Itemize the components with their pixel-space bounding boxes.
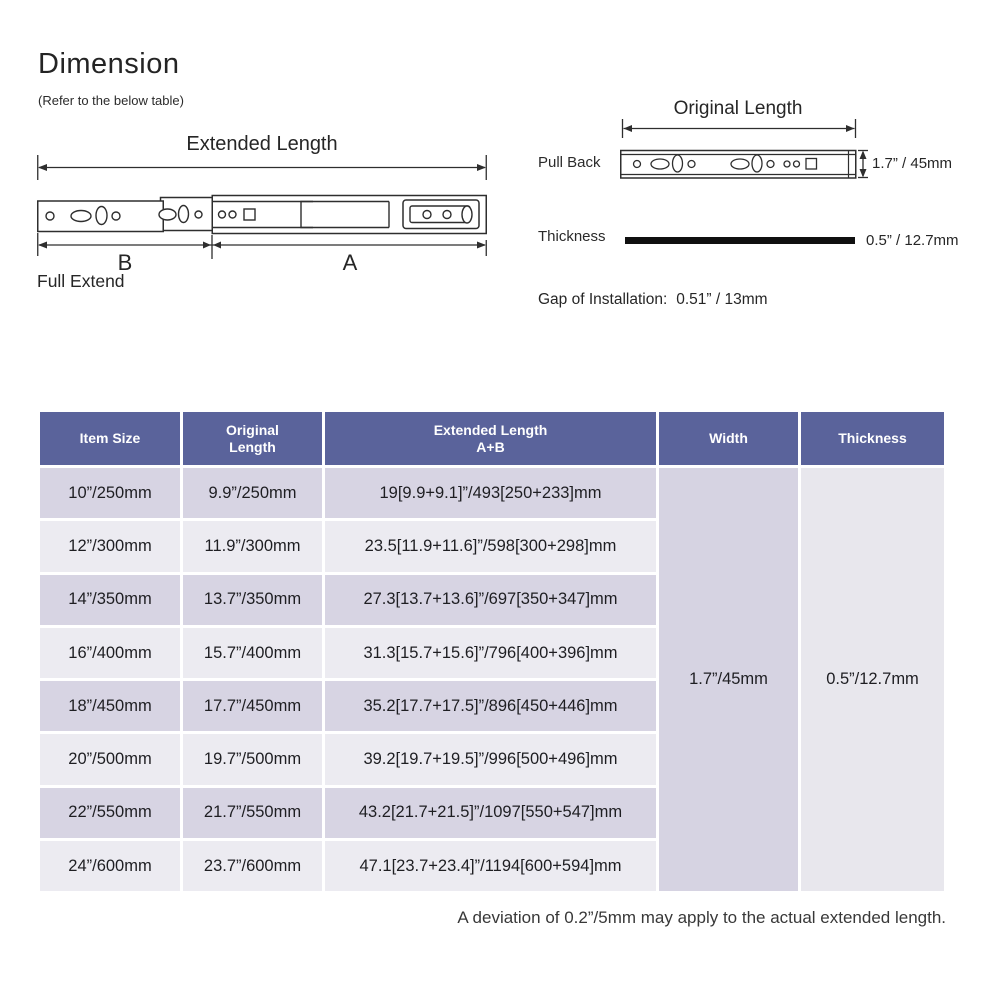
dimension-spec-table: Item Size Original Length Extended Length… xyxy=(40,412,944,892)
header-thickness: Thickness xyxy=(801,412,944,465)
header-extended-length: Extended Length A+B xyxy=(325,412,656,465)
thickness-label: Thickness xyxy=(538,228,606,245)
gap-value: 0.51” / 13mm xyxy=(676,291,768,308)
cell-item-size: 10”/250mm xyxy=(40,468,180,519)
segment-a-label: A xyxy=(343,250,358,273)
thickness-value: 0.5” / 12.7mm xyxy=(866,232,959,249)
cell-original-length: 21.7”/550mm xyxy=(183,787,322,839)
ab-dimension-lines xyxy=(37,233,487,259)
thickness-merged-cell: 0.5”/12.7mm xyxy=(801,468,944,892)
width-merged-cell: 1.7”/45mm xyxy=(659,468,798,892)
original-dimension-arrow xyxy=(621,119,857,138)
pull-back-label: Pull Back xyxy=(538,154,601,171)
cell-item-size: 20”/500mm xyxy=(40,734,180,785)
arrowheads-bottom xyxy=(38,241,486,249)
cell-original-length: 19.7”/500mm xyxy=(183,734,322,785)
drawer-end-cap xyxy=(402,199,480,230)
full-extend-caption: Full Extend xyxy=(37,271,125,291)
cell-original-length: 13.7”/350mm xyxy=(183,574,322,625)
cell-original-length: 9.9”/250mm xyxy=(183,468,322,519)
cell-extended-length: 39.2[19.7+19.5]”/996[500+496]mm xyxy=(325,734,656,785)
drawer-rail-channel xyxy=(212,200,390,229)
extended-length-title: Extended Length xyxy=(186,133,338,155)
cell-extended-length: 19[9.9+9.1]”/493[250+233]mm xyxy=(325,468,656,519)
header-original-length: Original Length xyxy=(183,412,322,465)
deviation-footnote: A deviation of 0.2”/5mm may apply to the… xyxy=(457,908,946,927)
page-title: Dimension xyxy=(38,48,180,80)
closed-slide-holes xyxy=(632,154,818,173)
header-width: Width xyxy=(659,412,798,465)
cell-extended-length: 31.3[15.7+15.6]”/796[400+396]mm xyxy=(325,627,656,679)
cell-extended-length: 23.5[11.9+11.6]”/598[300+298]mm xyxy=(325,521,656,572)
cell-original-length: 11.9”/300mm xyxy=(183,521,322,572)
arrowheads-top xyxy=(38,164,486,171)
cell-original-length: 17.7”/450mm xyxy=(183,681,322,732)
cell-item-size: 14”/350mm xyxy=(40,574,180,625)
gap-label: Gap of Installation: xyxy=(538,291,668,308)
cell-item-size: 16”/400mm xyxy=(40,627,180,679)
cell-item-size: 24”/600mm xyxy=(40,841,180,892)
cell-item-size: 22”/550mm xyxy=(40,787,180,839)
cell-extended-length: 27.3[13.7+13.6]”/697[350+347]mm xyxy=(325,574,656,625)
cell-extended-length: 35.2[17.7+17.5]”/896[450+446]mm xyxy=(325,681,656,732)
slide-height-value: 1.7” / 45mm xyxy=(872,155,953,172)
pullback-slide-drawing xyxy=(620,119,868,244)
segment-b-label: B xyxy=(118,250,133,273)
cell-original-length: 15.7”/400mm xyxy=(183,627,322,679)
header-item-size: Item Size xyxy=(40,412,180,465)
rail-holes xyxy=(45,204,256,226)
cell-extended-length: 47.1[23.7+23.4]”/1194[600+594]mm xyxy=(325,841,656,892)
extended-dimension-arrow xyxy=(37,155,487,180)
gap-of-installation: Gap of Installation: 0.51” / 13mm xyxy=(538,291,768,309)
thickness-bar xyxy=(625,237,855,244)
cell-original-length: 23.7”/600mm xyxy=(183,841,322,892)
original-length-title: Original Length xyxy=(673,98,803,119)
page-subtitle: (Refer to the below table) xyxy=(38,93,184,108)
cell-item-size: 12”/300mm xyxy=(40,521,180,572)
cell-item-size: 18”/450mm xyxy=(40,681,180,732)
extended-slide-drawing: B A xyxy=(37,155,487,273)
cell-extended-length: 43.2[21.7+21.5]”/1097[550+547]mm xyxy=(325,787,656,839)
